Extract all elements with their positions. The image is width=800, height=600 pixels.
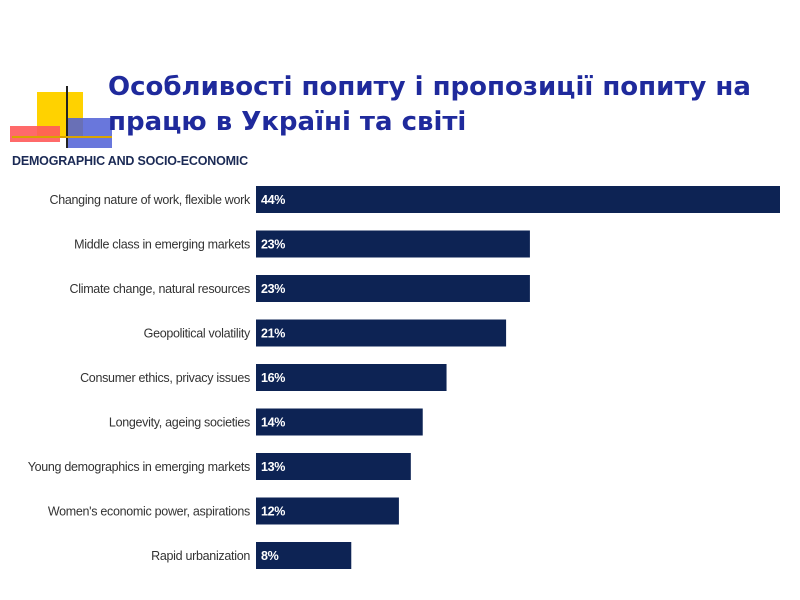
bar: [256, 230, 530, 258]
bar-value-label: 23%: [261, 282, 285, 296]
bar: [256, 497, 399, 525]
category-label: Young demographics in emerging markets: [28, 460, 250, 474]
bar-value-label: 23%: [261, 238, 285, 252]
slide-title: Особливості попиту і пропозиції попиту н…: [108, 72, 751, 137]
bar: [256, 364, 447, 391]
category-label: Changing nature of work, flexible work: [49, 193, 251, 207]
logo-horizontal-line: [12, 136, 112, 138]
bar-chart: Changing nature of work, flexible work 44…: [28, 186, 780, 569]
chart-title: DEMOGRAPHIC AND SOCIO-ECONOMIC: [12, 154, 248, 168]
bar-value-label: 13%: [261, 460, 285, 474]
category-label: Rapid urbanization: [151, 549, 250, 563]
category-label: Climate change, natural resources: [70, 282, 251, 296]
bar-value-label: 14%: [261, 416, 285, 430]
bar: [256, 275, 530, 302]
bar: [256, 542, 352, 569]
bar: [256, 319, 507, 347]
bar-value-label: 16%: [261, 371, 285, 385]
logo-blue-square: [68, 118, 112, 148]
bar: [256, 408, 423, 436]
category-label: Women's economic power, aspirations: [48, 505, 250, 519]
bar: [256, 186, 780, 213]
category-label: Longevity, ageing societies: [109, 416, 250, 430]
category-label: Consumer ethics, privacy issues: [80, 371, 250, 385]
bar-value-label: 44%: [261, 193, 285, 207]
bar-value-label: 12%: [261, 505, 285, 519]
bar: [256, 453, 411, 480]
logo-red-bar: [10, 126, 60, 142]
bar-value-label: 8%: [261, 549, 279, 563]
category-label: Middle class in emerging markets: [74, 238, 250, 252]
bar-value-label: 21%: [261, 327, 285, 341]
logo-vertical-line: [66, 86, 68, 148]
category-label: Geopolitical volatility: [144, 327, 251, 341]
